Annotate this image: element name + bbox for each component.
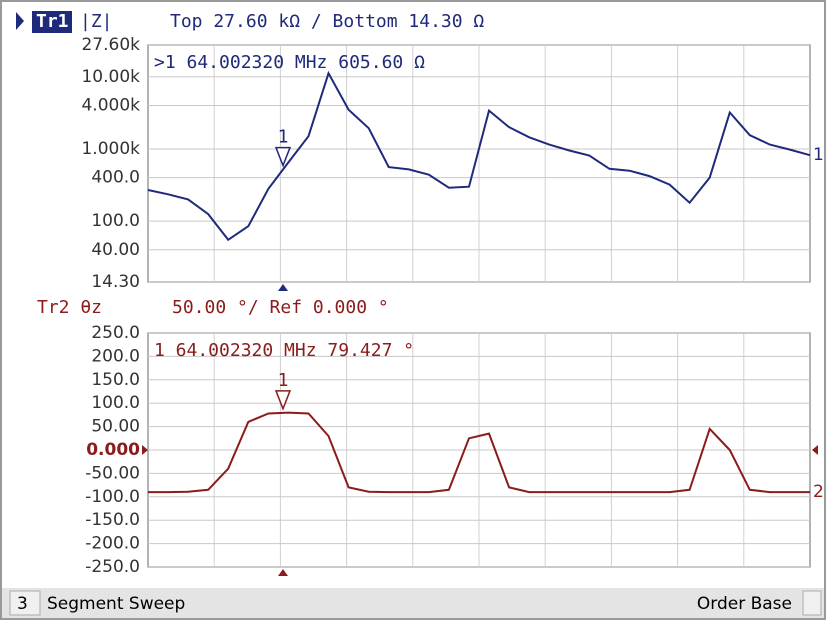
- ref-arrow: [812, 445, 818, 455]
- y-tick-label: 150.0: [91, 370, 140, 390]
- sweep-type: Segment Sweep: [47, 594, 185, 614]
- y-tick-label: 400.0: [91, 168, 140, 188]
- marker-readout: >1 64.002320 MHz 605.60 Ω: [154, 52, 425, 73]
- mode: Order Base: [697, 594, 792, 614]
- channel: 3: [17, 594, 28, 614]
- scale-text: 50.00 °/ Ref 0.000 °: [172, 297, 389, 318]
- ref-arrow: [142, 445, 148, 455]
- marker-readout: 1 64.002320 MHz 79.427 °: [154, 340, 414, 361]
- trace-line: [148, 411, 810, 494]
- trace-name: Tr1: [36, 11, 69, 32]
- trace-line: [147, 70, 811, 242]
- trace-end-label: 2: [813, 482, 824, 502]
- y-tick-label: -200.0: [85, 534, 140, 554]
- marker-position: [278, 569, 288, 576]
- trace-highlight: [32, 11, 72, 33]
- marker: [274, 390, 292, 411]
- trace-end-label: 1: [813, 145, 824, 165]
- y-tick-label: 200.0: [91, 346, 140, 366]
- y-tick-label: 10.00k: [81, 67, 140, 87]
- y-tick-label: 250.0: [91, 323, 140, 343]
- y-tick-label: 27.60k: [81, 35, 140, 55]
- y-tick-label: 40.00: [91, 240, 140, 260]
- y-tick-label: 100.0: [91, 211, 140, 231]
- status-bar: [2, 588, 824, 618]
- trace-name: Tr2 θz: [37, 297, 102, 318]
- y-tick-label: 14.30: [91, 272, 140, 292]
- channel-box: [9, 590, 41, 616]
- y-tick-label: -100.0: [85, 487, 140, 507]
- y-tick-label: -50.00: [85, 463, 140, 483]
- trace-format: |Z|: [80, 11, 113, 32]
- y-tick-label: -250.0: [85, 557, 140, 577]
- active-indicator: [16, 12, 24, 30]
- marker-label: 1: [278, 127, 289, 148]
- y-tick-label: 0.000: [86, 440, 140, 460]
- marker-position: [278, 284, 288, 291]
- y-tick-label: -150.0: [85, 510, 140, 530]
- y-tick-label: 100.0: [91, 393, 140, 413]
- scale-text: Top 27.60 kΩ / Bottom 14.30 Ω: [170, 11, 484, 32]
- y-tick-label: 4.000k: [81, 96, 140, 116]
- marker: [274, 146, 292, 168]
- marker-label: 1: [278, 370, 289, 391]
- y-tick-label: 50.00: [91, 417, 140, 437]
- y-tick-label: 1.000k: [81, 139, 140, 159]
- status-box: [802, 590, 822, 616]
